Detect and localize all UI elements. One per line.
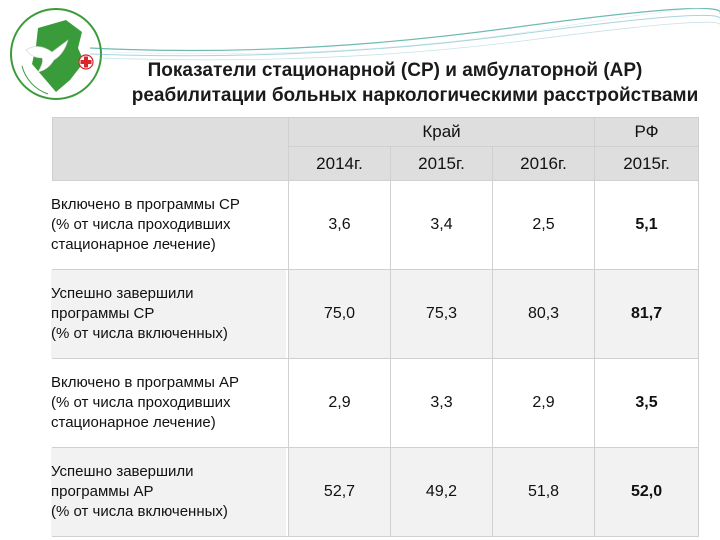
value-cell: 2,9 (288, 358, 391, 448)
row-label-line: Включено в программы СР (51, 196, 240, 213)
value-cell: 80,3 (491, 269, 596, 359)
row-label: Успешно завершили программы СР (% от чис… (50, 269, 287, 359)
row-label-line: стационарное лечение) (51, 236, 216, 253)
row-label-line: программы СР (51, 305, 155, 322)
table-row: Включено в программы АР (% от числа прох… (50, 358, 700, 448)
table-row: Включено в программы СР (% от числа прох… (50, 180, 700, 270)
logo-icon (10, 8, 102, 100)
page-title: Показатели стационарной (СР) и амбулатор… (0, 58, 720, 108)
header-year: 2016г. (491, 146, 596, 181)
row-label: Включено в программы СР (% от числа прох… (50, 180, 287, 270)
row-label: Успешно завершили программы АР (% от чис… (50, 447, 287, 537)
row-label-line: программы АР (51, 483, 154, 500)
title-line-1: Показатели стационарной (СР) и амбулатор… (147, 60, 643, 81)
row-label-line: (% от числа проходивших (51, 216, 231, 233)
value-cell: 75,0 (288, 269, 391, 359)
row-label-line: стационарное лечение) (51, 414, 216, 431)
rehabilitation-indicators-table: Край РФ 2014г. 2015г. 2016г. 2015г. Вклю… (50, 117, 700, 537)
row-label-line: Успешно завершили (51, 285, 194, 302)
value-cell: 49,2 (390, 447, 493, 537)
row-label-line: Включено в программы АР (51, 374, 240, 391)
table-header-regions: Край РФ (52, 117, 700, 181)
row-label-line: (% от числа включенных) (51, 325, 228, 342)
table-header-years: 2014г. 2015г. 2016г. 2015г. (53, 146, 700, 181)
value-cell: 3,6 (288, 180, 391, 270)
row-label-line: (% от числа проходивших (51, 394, 231, 411)
value-cell-rf: 81,7 (594, 269, 700, 359)
header-region-rf: РФ (594, 117, 700, 147)
header-region-krai: Край (287, 117, 596, 147)
table-row: Успешно завершили программы АР (% от чис… (50, 447, 700, 537)
value-cell-rf: 52,0 (594, 447, 700, 537)
row-label-line: (% от числа включенных) (51, 503, 228, 520)
table-row: Успешно завершили программы СР (% от чис… (50, 269, 700, 359)
value-cell: 52,7 (288, 447, 391, 537)
header-year: 2015г. (390, 146, 493, 181)
value-cell-rf: 3,5 (594, 358, 700, 448)
title-line-2: реабилитации больных наркологическими ра… (131, 85, 699, 106)
value-cell: 3,4 (390, 180, 493, 270)
value-cell: 75,3 (390, 269, 493, 359)
value-cell: 51,8 (491, 447, 596, 537)
row-label: Включено в программы АР (% от числа прох… (50, 358, 287, 448)
table-corner-cell (52, 117, 289, 181)
header-year: 2015г. (594, 146, 700, 181)
row-label-line: Успешно завершили (51, 463, 194, 480)
value-cell: 2,9 (491, 358, 596, 448)
value-cell: 3,3 (390, 358, 493, 448)
decorative-swoosh (90, 8, 720, 61)
value-cell-rf: 5,1 (594, 180, 700, 270)
header-year: 2014г. (288, 146, 391, 181)
value-cell: 2,5 (491, 180, 596, 270)
